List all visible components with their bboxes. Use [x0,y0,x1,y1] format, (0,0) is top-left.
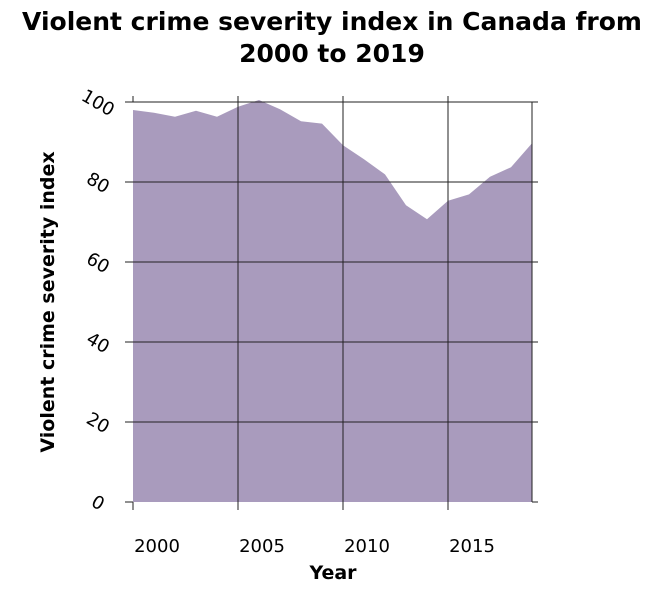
chart-title-line-2: 2000 to 2019 [239,39,425,68]
y-tick-label-60: 60 [83,248,113,278]
axis-ticks [125,96,538,510]
plot-area [125,96,538,510]
y-tick-labels: 0 20 40 60 80 100 [78,86,118,516]
grid-lines [133,101,533,502]
y-tick-label-100: 100 [78,86,118,121]
x-axis-label: Year [308,562,357,584]
x-tick-label-2005: 2005 [239,536,285,557]
x-tick-label-2000: 2000 [134,536,180,557]
x-tick-label-2010: 2010 [344,536,390,557]
x-tick-labels: 2000 2005 2010 2015 [134,536,495,557]
chart-title-line-1: Violent crime severity index in Canada f… [22,7,642,36]
x-tick-label-2015: 2015 [449,536,495,557]
y-tick-label-80: 80 [83,168,113,198]
y-tick-label-0: 0 [88,491,108,515]
y-axis-label: Violent crime severity index [37,151,59,452]
y-tick-label-20: 20 [83,408,113,438]
y-tick-label-40: 40 [83,328,113,358]
area-series [133,100,532,502]
